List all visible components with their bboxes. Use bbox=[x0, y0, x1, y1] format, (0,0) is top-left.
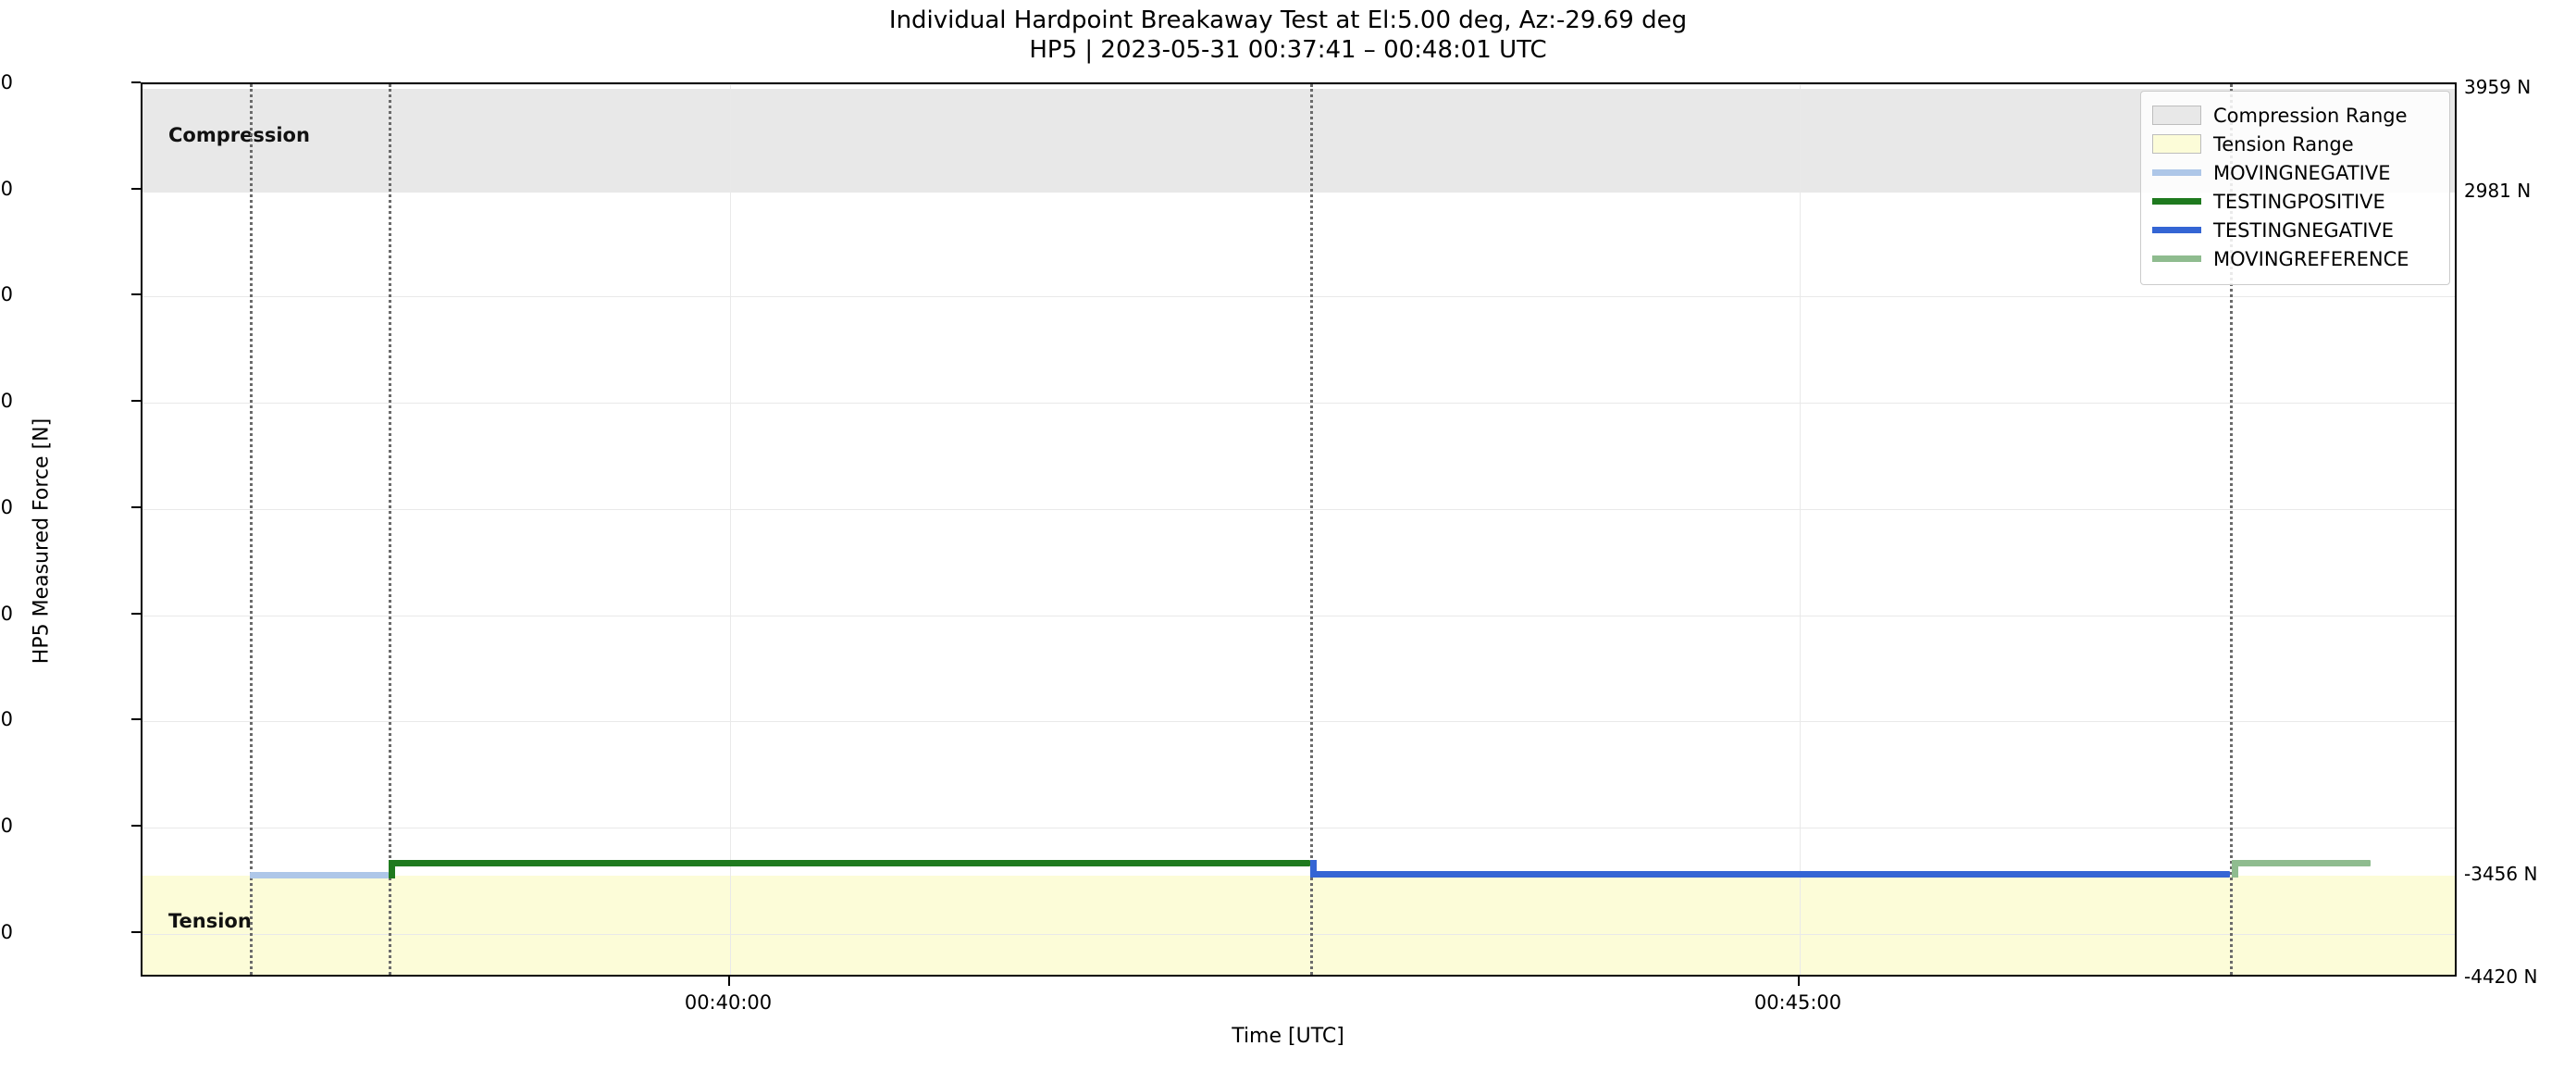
y-tick-label: 4000 bbox=[0, 71, 13, 93]
y-tick-mark bbox=[131, 930, 141, 933]
band-label-tension: Tension bbox=[168, 910, 252, 933]
gridline-vertical bbox=[730, 84, 731, 975]
y-tick-label: 2000 bbox=[0, 283, 13, 306]
legend-item-tension-range[interactable]: Tension Range bbox=[2152, 130, 2438, 158]
gridline-horizontal bbox=[142, 296, 2455, 298]
y-tick-label: 0 bbox=[0, 495, 13, 518]
x-tick-mark bbox=[728, 977, 730, 986]
legend-item-movingnegative[interactable]: MOVINGNEGATIVE bbox=[2152, 158, 2438, 187]
y-axis-right-label: -3456 N bbox=[2464, 863, 2538, 886]
chart-title: Individual Hardpoint Breakaway Test at E… bbox=[888, 6, 1688, 34]
legend-item-label: MOVINGREFERENCE bbox=[2213, 247, 2409, 270]
chart-legend[interactable]: Compression Range Tension Range MOVINGNEGA… bbox=[2140, 91, 2450, 285]
y-tick-label: −4000 bbox=[0, 920, 13, 943]
y-tick-mark bbox=[131, 293, 141, 296]
legend-item-label: TESTINGNEGATIVE bbox=[2213, 218, 2395, 242]
y-tick-mark bbox=[131, 612, 141, 615]
title-block: Individual Hardpoint Breakaway Test at E… bbox=[0, 6, 2576, 65]
legend-swatch-icon bbox=[2152, 227, 2201, 233]
legend-item-label: Tension Range bbox=[2213, 132, 2354, 156]
legend-swatch-icon bbox=[2152, 106, 2201, 125]
y-axis-right: 3959 N 2981 N -3456 N -4420 N bbox=[2457, 0, 2576, 1071]
legend-swatch-icon bbox=[2152, 134, 2201, 154]
legend-item-movingreference[interactable]: MOVINGREFERENCE bbox=[2152, 244, 2438, 273]
y-tick-mark bbox=[131, 187, 141, 190]
legend-item-testingnegative[interactable]: TESTINGNEGATIVE bbox=[2152, 216, 2438, 244]
gridline-horizontal bbox=[142, 84, 2455, 85]
y-axis-left: HP5 Measured Force [N] 4000 3000 2000 1000 0… bbox=[0, 0, 141, 1071]
x-tick-label: 00:40:00 bbox=[684, 991, 773, 1014]
y-tick-mark bbox=[131, 81, 141, 83]
gridline-horizontal bbox=[142, 721, 2455, 723]
gridline-horizontal bbox=[142, 508, 2455, 510]
event-vline-4 bbox=[2230, 84, 2233, 975]
series-transition-testingpositive bbox=[389, 860, 395, 878]
y-tick-label: −2000 bbox=[0, 708, 13, 731]
y-axis-right-label: -4420 N bbox=[2464, 965, 2538, 988]
y-tick-label: 1000 bbox=[0, 390, 13, 413]
band-label-compression: Compression bbox=[168, 124, 310, 147]
gridline-horizontal bbox=[142, 190, 2455, 192]
gridline-horizontal bbox=[142, 933, 2455, 935]
legend-item-label: TESTINGPOSITIVE bbox=[2213, 190, 2385, 213]
y-axis-right-label: 3959 N bbox=[2464, 75, 2532, 98]
plot-area: Compression Tension bbox=[141, 82, 2457, 977]
event-vline-2 bbox=[389, 84, 391, 975]
x-axis: Time [UTC] 00:40:00 00:45:00 bbox=[0, 977, 2576, 1071]
gridline-horizontal bbox=[142, 403, 2455, 405]
event-vline-1 bbox=[250, 84, 253, 975]
chart-subtitle: HP5 | 2023-05-31 00:37:41 – 00:48:01 UTC bbox=[1029, 36, 1547, 64]
series-transition-movingreference bbox=[2232, 859, 2238, 878]
series-transition-testingnegative bbox=[1310, 860, 1317, 878]
y-tick-label: −3000 bbox=[0, 815, 13, 838]
y-tick-mark bbox=[131, 718, 141, 721]
band-compression bbox=[142, 88, 2455, 193]
band-tension bbox=[142, 876, 2455, 975]
legend-swatch-icon bbox=[2152, 255, 2201, 262]
x-tick-mark bbox=[1798, 977, 1800, 986]
y-tick-mark bbox=[131, 400, 141, 403]
x-tick-label: 00:45:00 bbox=[1753, 991, 1842, 1014]
y-axis-label: HP5 Measured Force [N] bbox=[30, 417, 54, 665]
x-axis-label: Time [UTC] bbox=[1232, 1025, 1344, 1048]
legend-item-label: Compression Range bbox=[2213, 104, 2408, 127]
legend-item-testingpositive[interactable]: TESTINGPOSITIVE bbox=[2152, 187, 2438, 216]
legend-item-compression-range[interactable]: Compression Range bbox=[2152, 101, 2438, 130]
series-line-testingpositive bbox=[389, 860, 1310, 867]
legend-swatch-icon bbox=[2152, 198, 2201, 205]
event-vline-3 bbox=[1310, 84, 1313, 975]
legend-swatch-icon bbox=[2152, 169, 2201, 176]
y-tick-mark bbox=[131, 825, 141, 828]
y-axis-right-label: 2981 N bbox=[2464, 179, 2532, 202]
series-line-testingnegative bbox=[1310, 870, 2230, 878]
legend-item-label: MOVINGNEGATIVE bbox=[2213, 161, 2391, 184]
gridline-vertical bbox=[1800, 84, 1801, 975]
series-line-movingreference bbox=[2232, 859, 2371, 866]
series-line-movingnegative bbox=[250, 871, 389, 878]
y-tick-mark bbox=[131, 505, 141, 508]
y-tick-label: 3000 bbox=[0, 177, 13, 200]
y-tick-label: −1000 bbox=[0, 602, 13, 625]
